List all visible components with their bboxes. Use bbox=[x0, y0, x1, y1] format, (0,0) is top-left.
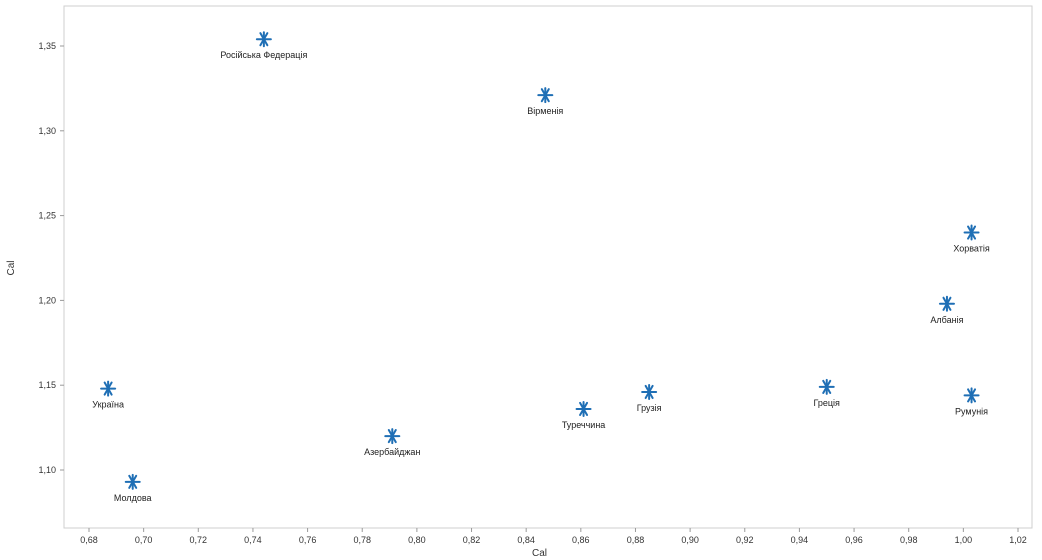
point-label: Україна bbox=[92, 400, 124, 410]
x-tick-label: 0,90 bbox=[681, 535, 699, 545]
y-tick-label: 1,30 bbox=[38, 126, 56, 136]
x-tick-label: 0,82 bbox=[463, 535, 481, 545]
point-label: Російська Федерація bbox=[220, 50, 307, 60]
data-point: Туреччина bbox=[562, 400, 605, 430]
data-point: Грузія bbox=[637, 383, 662, 413]
x-tick-label: 0,76 bbox=[299, 535, 317, 545]
x-tick-label: 0,68 bbox=[80, 535, 98, 545]
point-label: Албанія bbox=[930, 315, 963, 325]
x-tick-label: 0,84 bbox=[517, 535, 535, 545]
point-label: Греція bbox=[814, 398, 841, 408]
y-tick-label: 1,10 bbox=[38, 465, 56, 475]
point-label: Вірменія bbox=[527, 106, 563, 116]
data-point: Греція bbox=[814, 378, 841, 408]
data-point: Хорватія bbox=[953, 224, 990, 254]
point-label: Румунія bbox=[955, 406, 988, 416]
data-point: Україна bbox=[92, 380, 124, 410]
x-tick-label: 1,00 bbox=[955, 535, 973, 545]
y-tick-label: 1,20 bbox=[38, 295, 56, 305]
y-tick-label: 1,25 bbox=[38, 211, 56, 221]
point-label: Хорватія bbox=[953, 244, 990, 254]
x-tick-label: 0,78 bbox=[353, 535, 371, 545]
y-axis: 1,10 1,15 1,20 1,25 1,30 1,35 bbox=[38, 41, 64, 475]
data-point: Вірменія bbox=[527, 87, 563, 116]
x-tick-label: 0,74 bbox=[244, 535, 262, 545]
x-axis: 0,68 0,70 0,72 0,74 0,76 0,78 0,80 0,82 0,84 0,86… bbox=[80, 528, 1027, 545]
point-label: Азербайджан bbox=[364, 447, 420, 457]
x-tick-label: 0,94 bbox=[791, 535, 809, 545]
x-tick-label: 1,02 bbox=[1009, 535, 1027, 545]
point-label: Туреччина bbox=[562, 420, 605, 430]
plot-frame bbox=[63, 5, 1033, 529]
y-tick-label: 1,15 bbox=[38, 380, 56, 390]
x-axis-title: Cal bbox=[532, 548, 547, 559]
x-tick-label: 0,86 bbox=[572, 535, 590, 545]
x-tick-label: 0,70 bbox=[135, 535, 153, 545]
x-tick-label: 0,96 bbox=[845, 535, 863, 545]
y-tick-label: 1,35 bbox=[38, 41, 56, 51]
x-tick-label: 0,98 bbox=[900, 535, 918, 545]
data-point: Албанія bbox=[930, 295, 964, 325]
data-points: Російська Федерація Вірменія Хорватія Албан… bbox=[92, 31, 990, 503]
point-label: Молдова bbox=[114, 493, 152, 503]
point-label: Грузія bbox=[637, 403, 662, 413]
data-point: Російська Федерація bbox=[220, 31, 307, 60]
x-tick-label: 0,80 bbox=[408, 535, 426, 545]
data-point: Румунія bbox=[955, 387, 988, 416]
y-axis-title: Cal bbox=[6, 260, 17, 275]
x-tick-label: 0,92 bbox=[736, 535, 754, 545]
x-tick-label: 0,88 bbox=[627, 535, 645, 545]
x-tick-label: 0,72 bbox=[190, 535, 208, 545]
data-point: Молдова bbox=[114, 473, 152, 503]
data-point: Азербайджан bbox=[364, 428, 420, 457]
